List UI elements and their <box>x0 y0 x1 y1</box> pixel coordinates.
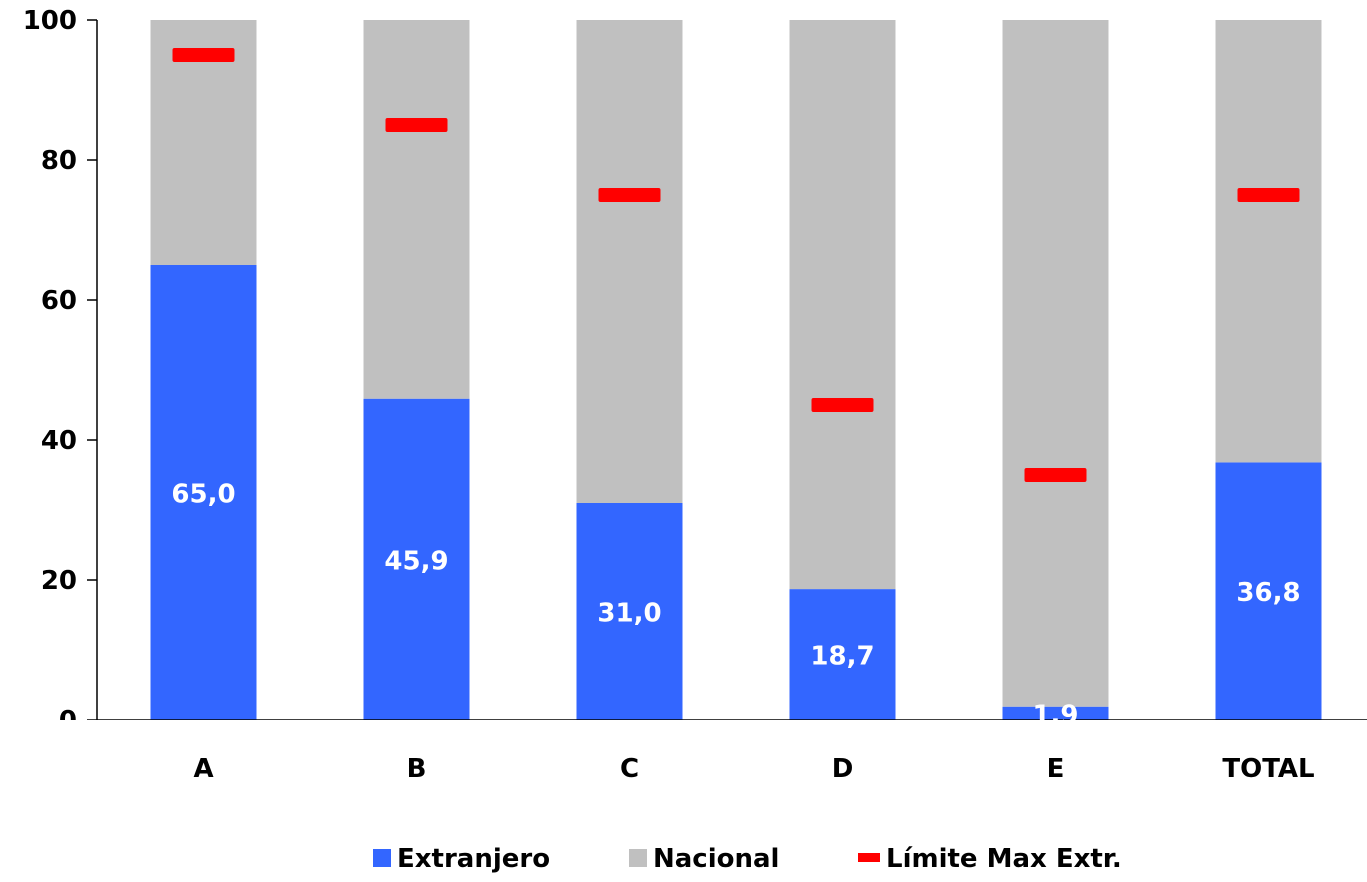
y-tick-label-60: 60 <box>41 286 77 316</box>
y-tick-label-20: 20 <box>41 566 77 596</box>
legend-swatch-limite-max-extr <box>858 853 880 862</box>
limit-marker-c <box>598 188 661 202</box>
bar-extranjero-d <box>789 589 896 720</box>
labels-layer: 65,045,931,018,71,936,8 <box>0 480 1367 750</box>
limit-marker-d <box>811 398 874 412</box>
x-tick-label-total: TOTAL <box>1222 754 1314 784</box>
x-tick-label-b: B <box>407 754 427 784</box>
legend-swatch-extranjero <box>373 849 391 867</box>
data-label-extranjero-total: 36,8 <box>1236 578 1300 608</box>
bar-nacional-total <box>1215 20 1322 463</box>
y-tick-label-40: 40 <box>41 426 77 456</box>
data-label-extranjero-a: 65,0 <box>171 480 235 510</box>
bar-nacional-c <box>576 20 683 503</box>
limit-marker-b <box>385 118 448 132</box>
bar-nacional-e <box>1002 20 1109 707</box>
bar-extranjero-total <box>1215 462 1322 720</box>
bar-extranjero-b <box>363 398 470 720</box>
legend: Extranjero Nacional Límite Max Extr. <box>373 844 1122 874</box>
bar-extranjero-e <box>1002 706 1109 720</box>
x-tick-label-c: C <box>620 754 639 784</box>
bar-extranjero-c <box>576 503 683 720</box>
x-tick-label-d: D <box>832 754 854 784</box>
y-tick-label-80: 80 <box>41 146 77 176</box>
bars-layer <box>150 20 1322 720</box>
data-label-extranjero-c: 31,0 <box>597 599 661 629</box>
x-tick-label-a: A <box>193 754 213 784</box>
legend-swatch-nacional <box>629 849 647 867</box>
x-tick-label-e: E <box>1047 754 1065 784</box>
limit-marker-a <box>172 48 235 62</box>
legend-label-limite-max-extr: Límite Max Extr. <box>886 844 1122 874</box>
bar-extranjero-a <box>150 265 257 720</box>
legend-label-extranjero: Extranjero <box>397 844 550 874</box>
y-tick-label-100: 100 <box>23 6 77 36</box>
data-label-extranjero-b: 45,9 <box>384 546 448 576</box>
bar-nacional-b <box>363 20 470 399</box>
axis-mask <box>0 720 1367 750</box>
legend-label-nacional: Nacional <box>653 844 779 874</box>
data-label-extranjero-d: 18,7 <box>810 642 874 672</box>
bar-nacional-d <box>789 20 896 590</box>
limit-marker-e <box>1024 468 1087 482</box>
limit-marker-total <box>1237 188 1300 202</box>
